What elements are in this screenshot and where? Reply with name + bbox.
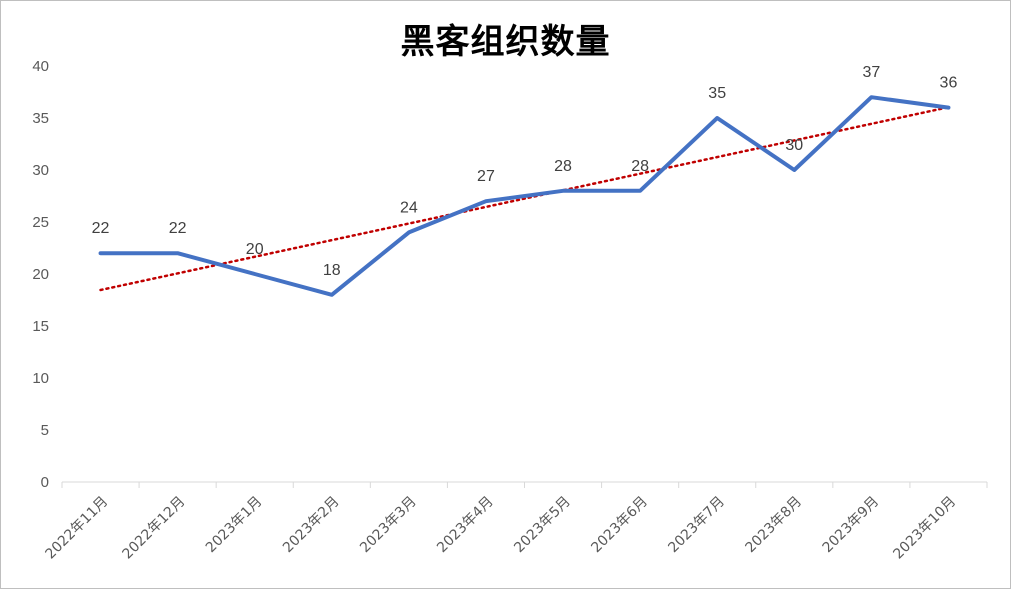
- data-label: 24: [400, 199, 418, 216]
- x-tick-label: 2023年10月: [890, 494, 959, 563]
- data-label: 36: [940, 75, 958, 92]
- y-tick-label: 0: [41, 474, 49, 491]
- y-tick-label: 35: [32, 110, 49, 127]
- x-tick-label: 2023年4月: [434, 494, 497, 557]
- data-label: 37: [862, 64, 880, 81]
- x-tick-label: 2023年9月: [820, 494, 883, 557]
- data-point: [408, 231, 410, 233]
- y-tick-label: 15: [32, 318, 49, 335]
- x-tick-label: 2023年3月: [357, 494, 420, 557]
- x-tick-label: 2022年12月: [120, 494, 189, 563]
- trendline: [99, 105, 950, 292]
- data-label: 20: [246, 241, 264, 258]
- x-tick-label: 2023年5月: [511, 494, 574, 557]
- y-tick-label: 10: [32, 370, 49, 387]
- data-label: 30: [785, 137, 803, 154]
- data-label: 22: [92, 220, 110, 237]
- data-point: [254, 273, 256, 275]
- series-layer: [98, 95, 951, 297]
- x-tick-label: 2023年8月: [743, 494, 806, 557]
- data-label: 28: [554, 158, 572, 175]
- data-label: 27: [477, 168, 495, 185]
- data-point: [793, 169, 795, 171]
- y-tick-label: 30: [32, 162, 49, 179]
- x-tick-label: 2022年11月: [42, 494, 111, 563]
- data-point: [870, 96, 872, 98]
- data-label-layer: 22 22 20 18 24 27 28 28 35 30 37 36: [92, 64, 958, 279]
- data-label: 22: [169, 220, 187, 237]
- y-tick-label: 25: [32, 214, 49, 231]
- chart-title: 黑客组织数量: [400, 22, 611, 62]
- data-point: [947, 107, 949, 109]
- x-tick-label: 2023年6月: [588, 494, 651, 557]
- trendline-layer: [99, 105, 950, 292]
- data-label: 18: [323, 262, 341, 279]
- data-point: [639, 190, 641, 192]
- data-point: [716, 117, 718, 119]
- y-tick-label: 40: [32, 58, 49, 75]
- data-point: [100, 252, 102, 254]
- data-point: [331, 294, 333, 296]
- data-label: 35: [708, 85, 726, 102]
- x-tick-label: 2023年1月: [203, 494, 266, 557]
- x-tick-label: 2023年7月: [665, 494, 728, 557]
- y-tick-label: 5: [41, 422, 49, 439]
- data-point: [177, 252, 179, 254]
- data-point: [562, 190, 564, 192]
- data-label: 28: [631, 158, 649, 175]
- data-point: [485, 200, 487, 202]
- y-tick-label: 20: [32, 266, 49, 283]
- x-tick-label: 2023年2月: [280, 494, 343, 557]
- series-line: [98, 95, 951, 297]
